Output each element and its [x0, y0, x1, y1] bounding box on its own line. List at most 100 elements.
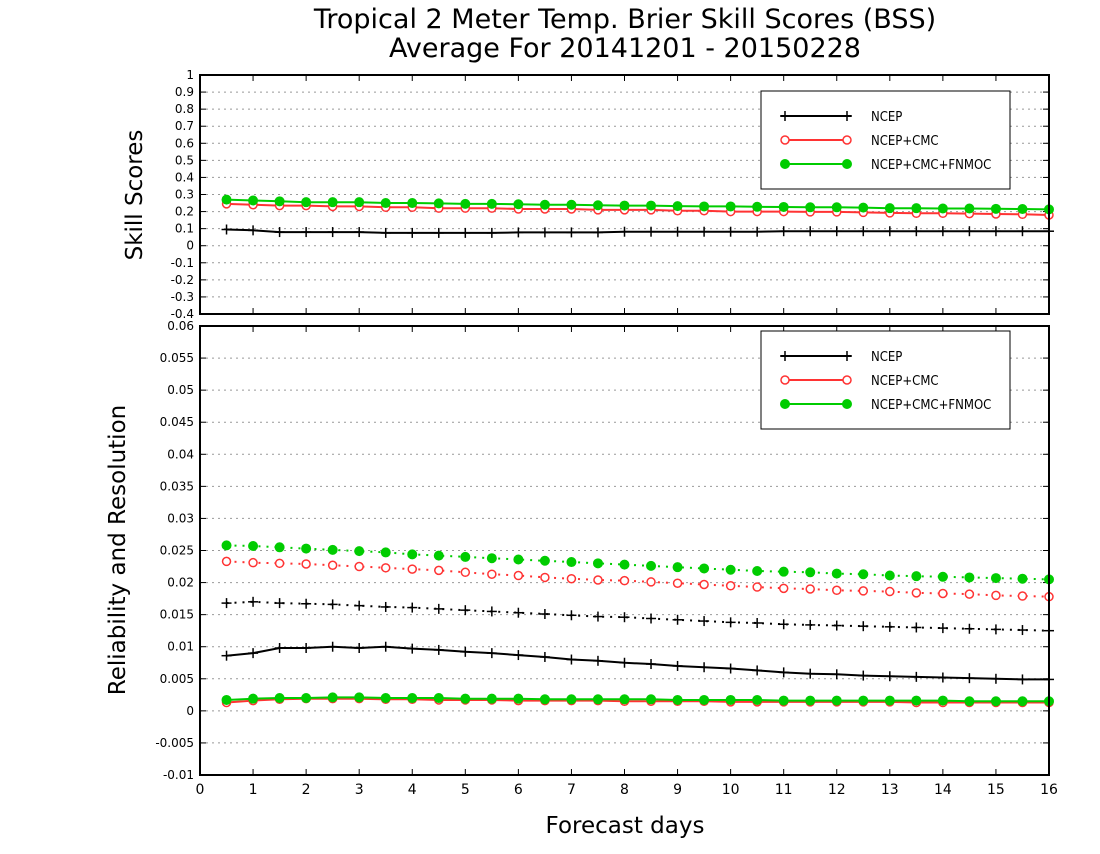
top-panel-data-point [805, 202, 816, 213]
top-panel-data-point [221, 194, 232, 205]
bottom-panel-x-tick-label: 12 [828, 782, 846, 798]
top-panel-data-point [884, 203, 895, 214]
bottom-panel-data-point [327, 544, 338, 555]
bottom-panel-series-ncep-reliability [221, 641, 1054, 685]
bottom-panel-data-point [832, 585, 842, 596]
bottom-panel-data-point [486, 693, 497, 704]
bottom-panel-y-tick-label: 0.055 [160, 351, 194, 365]
bottom-panel-series-ncep-resolution [221, 596, 1054, 636]
bottom-panel-data-point [1017, 573, 1028, 584]
bottom-panel-data-point [407, 564, 417, 574]
bottom-panel-data-point [699, 579, 709, 590]
bottom-panel-data-point [486, 553, 497, 564]
bottom-panel-x-tick-label: 14 [934, 782, 952, 798]
top-panel-data-point [858, 202, 869, 213]
top-panel-data-point [778, 201, 789, 212]
bottom-panel-data-point [592, 558, 603, 569]
top-panel-y-tick-label: 0.8 [175, 102, 194, 116]
bottom-panel-data-point [911, 588, 922, 598]
bottom-panel-data-point [911, 571, 922, 582]
top-panel-data-point [407, 198, 418, 209]
top-panel-y-tick-label: 0.1 [175, 222, 194, 236]
bottom-panel-data-point [380, 547, 391, 558]
top-panel-series-ncep-cmc-fnmoc [221, 194, 1054, 215]
bottom-panel-x-tick-label: 11 [775, 782, 793, 798]
top-panel-series-line [226, 228, 1049, 234]
top-panel-data-point [354, 197, 365, 208]
bottom-panel-legend-marker [842, 399, 852, 409]
bottom-panel-data-point [221, 694, 232, 705]
bottom-panel-legend-marker [842, 375, 852, 385]
bottom-panel-data-point [433, 693, 444, 704]
top-panel-data-point [486, 198, 497, 209]
top-panel-y-tick-label: 0.2 [175, 205, 194, 219]
bottom-panel-data-point [911, 695, 922, 706]
bottom-panel-data-point [778, 566, 789, 577]
bottom-panel-data-point [539, 694, 550, 705]
top-panel-y-tick-label: 0.3 [175, 188, 194, 202]
bottom-panel-data-point [858, 586, 869, 596]
bottom-panel-data-point [513, 570, 524, 581]
chart-title-line1: Tropical 2 Meter Temp. Brier Skill Score… [313, 4, 936, 35]
bottom-panel-data-point [778, 583, 789, 594]
top-panel-data-point [619, 200, 630, 211]
top-panel-y-tick-label: 0.9 [175, 85, 194, 99]
bottom-panel-data-point [752, 566, 763, 577]
top-panel-y-tick-label: -0.1 [171, 256, 194, 270]
bottom-panel-data-point [327, 560, 338, 571]
bottom-panel-data-point [460, 567, 471, 578]
top-panel-data-point [964, 203, 975, 214]
bottom-panel-y-tick-label: 0.02 [167, 576, 194, 590]
bottom-panel-x-tick-label: 10 [722, 782, 740, 798]
top-panel-data-point [433, 198, 444, 209]
top-panel-legend-label: NCEP [871, 110, 902, 125]
bottom-panel-x-tick-label: 8 [620, 782, 629, 798]
bottom-panel-data-point [646, 577, 656, 587]
bottom-panel-series-line [226, 600, 1050, 632]
bottom-panel-data-point [725, 581, 736, 591]
bottom-panel-data-point [752, 694, 763, 705]
bottom-panel-data-point [566, 694, 577, 705]
bottom-panel-data-point [699, 694, 710, 705]
top-panel-data-point [672, 201, 683, 212]
bottom-panel-x-tick-label: 15 [987, 782, 1005, 798]
bottom-panel-data-point [433, 550, 444, 561]
bottom-panel-data-point [354, 546, 365, 557]
bottom-panel-y-tick-label: 0.06 [167, 319, 194, 333]
bottom-panel-x-tick-label: 1 [249, 782, 258, 798]
top-panel-data-point [539, 199, 550, 210]
bottom-panel-data-point [619, 559, 630, 570]
reliability-resolution-panel: 0.060.0550.050.0450.040.0350.030.0250.02… [155, 319, 1058, 798]
bottom-panel-x-tick-label: 9 [673, 782, 682, 798]
bottom-panel-data-point [672, 562, 683, 573]
top-panel-data-point [460, 198, 471, 209]
top-panel-legend-marker [780, 135, 790, 145]
bottom-panel-y-tick-label: -0.01 [163, 768, 194, 782]
bottom-panel-series-ncep-cmc-fnmoc-resolution [221, 540, 1054, 585]
bottom-panel-y-tick-label: 0 [186, 704, 194, 718]
top-panel-data-point [752, 201, 763, 212]
bottom-panel-data-point [938, 588, 948, 599]
top-panel-legend: NCEP NCEP+CMC NCEP+CMC+FNMOC [760, 90, 1011, 190]
top-panel-data-point [725, 201, 736, 212]
bottom-panel-data-point [539, 555, 550, 566]
top-panel-data-point [699, 201, 710, 212]
top-panel-data-point [592, 200, 603, 211]
top-panel-data-point [327, 197, 338, 208]
bottom-panel-data-point [513, 554, 524, 565]
top-panel-data-point [513, 199, 524, 210]
bottom-panel-frame [199, 325, 1050, 776]
bottom-panel-legend: NCEP NCEP+CMC NCEP+CMC+FNMOC [760, 330, 1011, 430]
bottom-panel-y-tick-label: 0.045 [160, 415, 194, 429]
bottom-panel-y-tick-label: 0.04 [167, 447, 194, 461]
bottom-panel-legend-label: NCEP [871, 350, 902, 365]
bottom-panel-data-point [407, 549, 418, 560]
bottom-panel-x-tick-label: 0 [196, 782, 205, 798]
bottom-panel-data-point [248, 693, 259, 704]
bottom-panel-data-point [964, 696, 975, 707]
top-panel-data-point [380, 198, 391, 209]
bottom-panel-data-point [380, 693, 391, 704]
bottom-panel-data-point [646, 694, 657, 705]
bottom-panel-data-point [407, 693, 418, 704]
